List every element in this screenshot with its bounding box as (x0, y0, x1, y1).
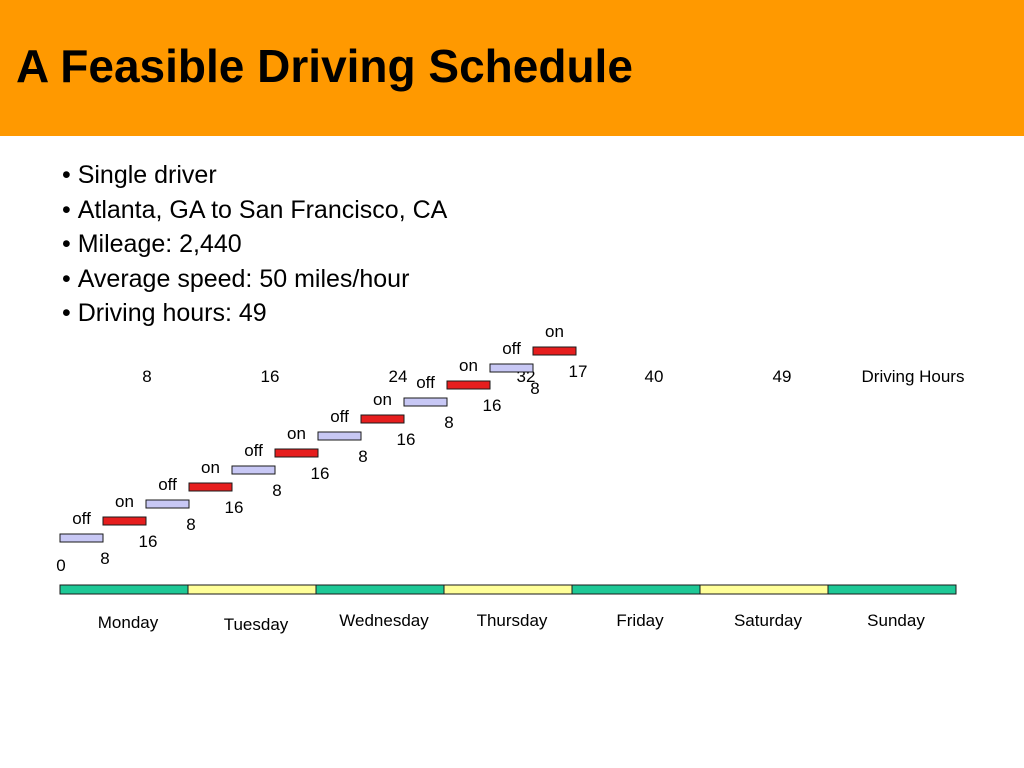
day-band (315, 584, 445, 595)
day-label: Monday (98, 613, 159, 632)
bullet-item: Single driver (62, 158, 447, 193)
on-duty-segment (188, 482, 233, 492)
segment-state-label: on (545, 322, 564, 341)
segment-state-label: on (201, 458, 220, 477)
on-duty-segment (532, 346, 577, 356)
segment-state-label: off (72, 509, 91, 528)
day-label: Saturday (734, 611, 803, 630)
on-duty-segment (102, 516, 147, 526)
day-label: Friday (616, 611, 664, 630)
day-label: Tuesday (224, 615, 289, 634)
segment-end-hour: 16 (397, 430, 416, 449)
segment-end-hour: 8 (186, 515, 195, 534)
day-band (187, 584, 317, 595)
info-bullet-list: Single driver Atlanta, GA to San Francis… (62, 158, 448, 331)
bullet-item: Average speed: 50 miles/hour (62, 262, 447, 297)
driving-hours-tick: 8 (142, 367, 151, 386)
off-duty-segment (403, 397, 448, 407)
segment-state-label: on (459, 356, 478, 375)
on-duty-segment (360, 414, 405, 424)
segment-end-hour: 16 (139, 532, 158, 551)
driving-hours-label: Driving Hours (862, 367, 965, 386)
segment-state-label: on (373, 390, 392, 409)
off-duty-segment (317, 431, 362, 441)
day-band (443, 584, 573, 595)
driving-hours-tick: 24 (389, 367, 408, 386)
off-duty-segment (231, 465, 276, 475)
driving-hours-tick: 49 (773, 367, 792, 386)
schedule-start-hour: 0 (56, 556, 65, 575)
segment-state-label: off (502, 339, 521, 358)
segment-end-hour: 16 (225, 498, 244, 517)
day-label: Sunday (867, 611, 925, 630)
segment-end-hour: 8 (272, 481, 281, 500)
segment-end-hour: 17 (569, 362, 588, 381)
off-duty-segment (59, 533, 104, 543)
driving-hours-tick: 40 (645, 367, 664, 386)
day-band (699, 584, 829, 595)
bullet-item: Atlanta, GA to San Francisco, CA (62, 193, 448, 228)
bullet-item: Mileage: 2,440 (62, 227, 447, 262)
segment-state-label: on (115, 492, 134, 511)
on-duty-segment (446, 380, 491, 390)
segment-end-hour: 16 (483, 396, 502, 415)
segment-state-label: off (330, 407, 349, 426)
day-band (827, 584, 957, 595)
day-label: Thursday (477, 611, 548, 630)
segment-end-hour: 8 (100, 549, 109, 568)
segment-state-label: off (244, 441, 263, 460)
segment-end-hour: 8 (444, 413, 453, 432)
segment-state-label: on (287, 424, 306, 443)
bullet-item: Driving hours: 49 (62, 296, 447, 331)
day-label: Wednesday (339, 611, 429, 630)
segment-end-hour: 16 (311, 464, 330, 483)
on-duty-segment (274, 448, 319, 458)
page-title: A Feasible Driving Schedule (16, 40, 633, 92)
segment-state-label: off (416, 373, 435, 392)
off-duty-segment (489, 363, 534, 373)
segment-end-hour: 8 (530, 379, 539, 398)
off-duty-segment (145, 499, 190, 509)
title-bar (0, 0, 1024, 136)
day-band (571, 584, 701, 595)
segment-end-hour: 8 (358, 447, 367, 466)
segment-state-label: off (158, 475, 177, 494)
day-band (59, 584, 189, 595)
driving-hours-tick: 16 (261, 367, 280, 386)
